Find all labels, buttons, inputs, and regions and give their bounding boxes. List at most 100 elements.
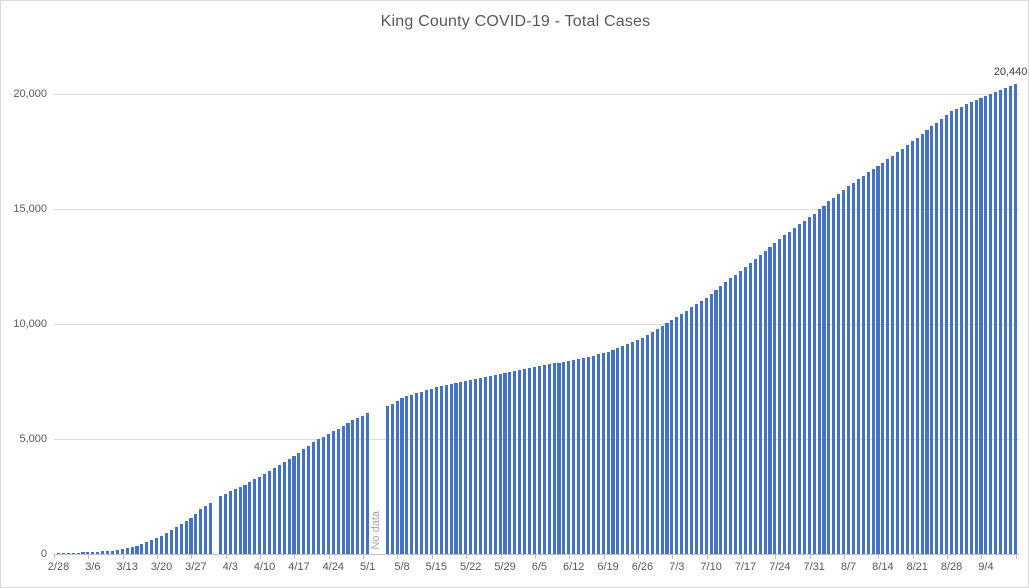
x-axis-tick: [122, 555, 124, 559]
bar: [483, 377, 487, 554]
y-axis-label: 0: [40, 548, 47, 560]
bar: [351, 420, 355, 554]
bar: [689, 307, 694, 554]
bar: [881, 163, 885, 554]
bar: [106, 551, 110, 554]
bar: [783, 235, 787, 554]
bar: [356, 417, 360, 554]
bar: [900, 148, 905, 554]
x-axis-label: 3/20: [150, 561, 173, 573]
bar: [945, 114, 949, 554]
x-axis-tick: [981, 555, 983, 559]
bar: [1004, 87, 1008, 554]
x-axis-tick: [191, 555, 193, 559]
bar: [989, 94, 993, 554]
x-axis-label: 4/24: [322, 561, 344, 573]
x-axis-line: [54, 554, 1019, 555]
bar: [307, 445, 311, 554]
bar: [797, 224, 801, 554]
bar: [812, 213, 816, 554]
bar: [954, 108, 959, 554]
x-axis-label: 7/24: [769, 561, 791, 573]
bar: [1013, 83, 1017, 554]
bar: [297, 452, 301, 554]
bar: [601, 352, 605, 554]
bar: [773, 243, 777, 554]
bar: [856, 179, 860, 554]
bar: [459, 381, 463, 554]
bar: [61, 553, 65, 554]
bar: [267, 471, 272, 554]
x-axis-tick: [534, 555, 536, 559]
bar: [223, 493, 227, 554]
bar: [86, 552, 90, 554]
bar: [645, 335, 649, 554]
x-axis-tick: [775, 555, 777, 559]
bar: [228, 490, 232, 554]
bar: [81, 552, 85, 554]
bar: [56, 553, 61, 554]
bar: [842, 189, 846, 554]
bar: [758, 254, 762, 554]
bar: [1008, 85, 1012, 554]
bar: [263, 474, 267, 554]
bar: [974, 100, 978, 554]
bar: [287, 458, 291, 554]
bar: [581, 357, 586, 554]
bar: [204, 505, 208, 554]
bar: [719, 286, 723, 554]
x-axis-label: 9/4: [978, 561, 994, 573]
bar: [542, 365, 546, 554]
bar: [896, 152, 900, 554]
bar: [552, 363, 556, 554]
bar: [837, 193, 841, 554]
bar: [101, 551, 105, 554]
x-axis-tick: [844, 555, 846, 559]
x-axis-label: 3/13: [116, 561, 138, 573]
bar: [866, 172, 870, 554]
bar: [660, 325, 664, 554]
bar: [675, 317, 679, 554]
x-axis-label: 5/29: [494, 561, 516, 573]
x-axis-label: 5/22: [459, 561, 482, 573]
bar: [66, 552, 70, 554]
bar: [282, 462, 286, 554]
bar: [807, 217, 811, 554]
bar: [405, 396, 409, 554]
bar: [596, 354, 600, 554]
bar: [420, 391, 424, 554]
bar: [258, 476, 262, 554]
gridline: [54, 94, 1019, 95]
bar: [650, 332, 654, 554]
bar: [871, 169, 875, 554]
bar: [984, 96, 988, 554]
bar: [714, 290, 718, 554]
bar: [498, 374, 502, 554]
bar: [709, 294, 713, 554]
bar: [174, 527, 178, 554]
bar: [145, 542, 149, 554]
bar: [140, 544, 144, 554]
bar: [400, 398, 404, 554]
x-axis-label: 6/5: [531, 561, 548, 573]
bar: [739, 270, 743, 554]
x-axis-label: 6/26: [631, 561, 654, 573]
bar: [302, 449, 306, 554]
x-axis-tick: [706, 555, 708, 559]
y-axis-label: 15,000: [13, 203, 47, 215]
bar: [788, 231, 792, 554]
x-axis-label: 8/7: [840, 561, 857, 573]
x-axis-tick: [672, 555, 674, 559]
bar: [935, 122, 939, 554]
x-axis-tick: [88, 555, 90, 559]
x-axis-tick: [912, 555, 914, 559]
x-axis-tick: [54, 555, 55, 559]
bar: [272, 468, 276, 554]
bar: [793, 227, 797, 554]
x-axis-tick: [397, 555, 399, 559]
x-axis-label: 7/31: [803, 561, 825, 573]
bar: [120, 549, 124, 554]
bar: [292, 455, 296, 554]
x-axis-label: 8/14: [872, 561, 894, 573]
bar: [513, 371, 517, 554]
